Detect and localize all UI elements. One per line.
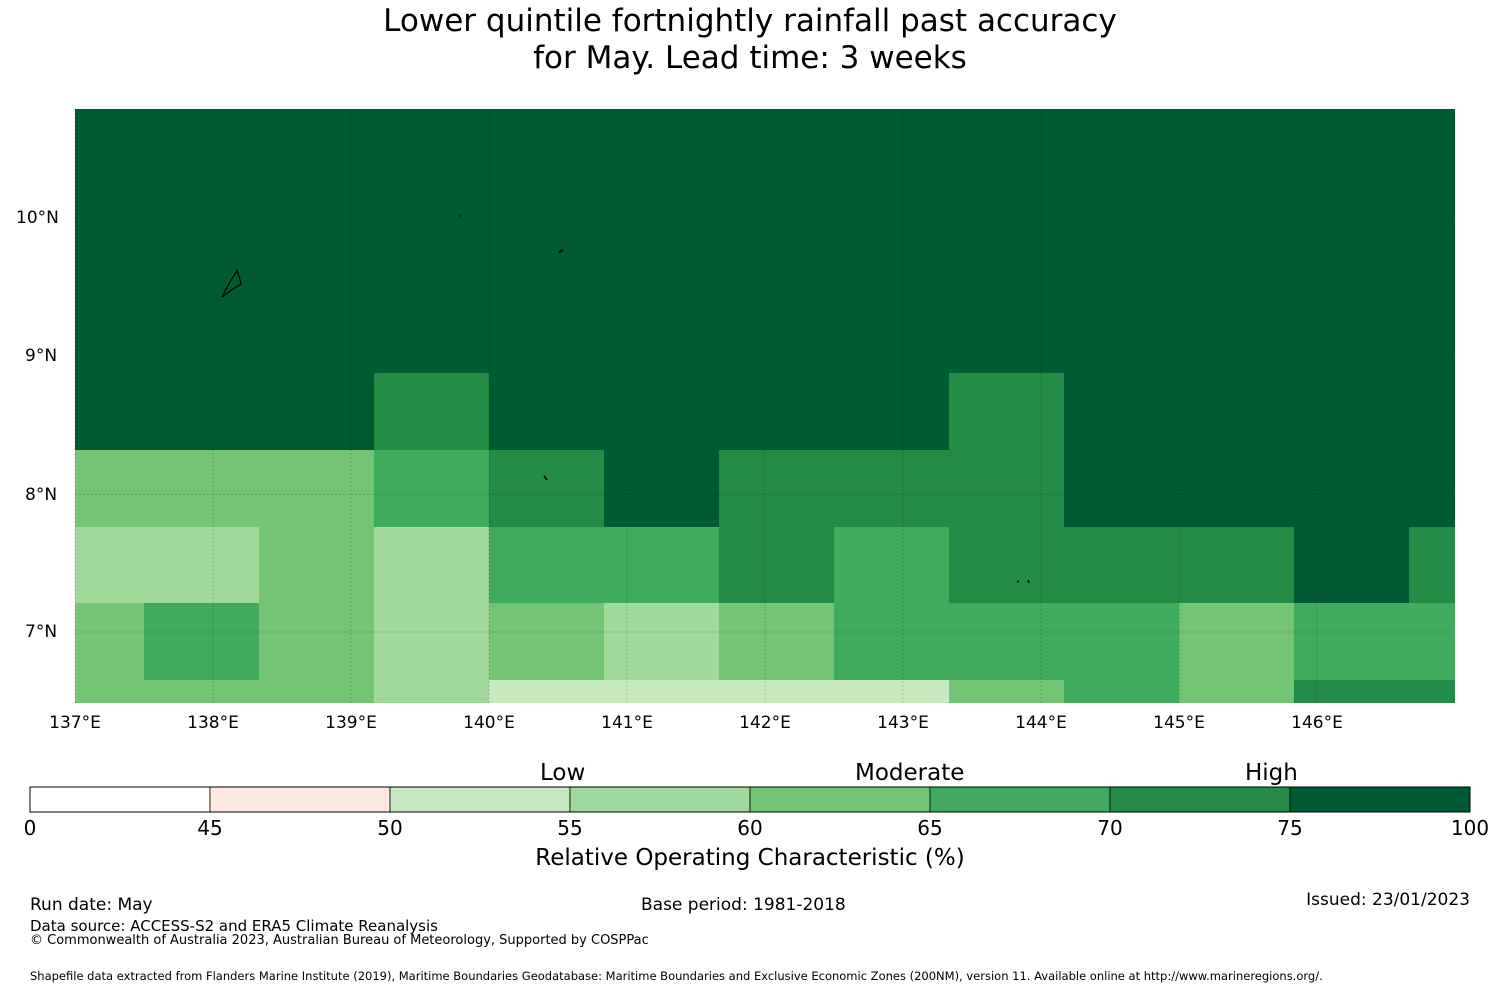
island-outline bbox=[543, 475, 548, 481]
legend-category-high: High bbox=[1245, 760, 1298, 786]
colorbar-swatch bbox=[929, 786, 1111, 813]
colorbar-tick-label: 45 bbox=[197, 816, 223, 840]
map-cell bbox=[374, 603, 489, 680]
lon-label: 142°E bbox=[739, 713, 791, 733]
colorbar-tick-label: 0 bbox=[23, 816, 37, 840]
map-cell bbox=[949, 527, 1294, 603]
map-cell bbox=[374, 680, 489, 703]
lon-label: 140°E bbox=[463, 713, 515, 733]
issued-date: Issued: 23/01/2023 bbox=[1306, 890, 1470, 910]
map-cell bbox=[949, 373, 1064, 450]
map-cell bbox=[489, 450, 604, 527]
colorbar-tick-label: 50 bbox=[377, 816, 403, 840]
map-cells bbox=[75, 109, 1455, 703]
map-gridlines bbox=[74, 109, 1455, 703]
base-period: Base period: 1981-2018 bbox=[641, 895, 846, 915]
map-cell bbox=[75, 680, 374, 703]
map-cell bbox=[1064, 680, 1179, 703]
map-cell bbox=[1064, 373, 1455, 450]
map-cell bbox=[1294, 603, 1455, 680]
lon-label: 143°E bbox=[877, 713, 929, 733]
colorbar bbox=[29, 786, 1471, 813]
lon-label: 146°E bbox=[1291, 713, 1343, 733]
map-cell bbox=[1294, 527, 1409, 603]
lat-label: 7°N bbox=[25, 622, 58, 642]
shapefile-credit: Shapefile data extracted from Flanders M… bbox=[30, 969, 1323, 983]
map-cell bbox=[719, 603, 834, 680]
map-cell bbox=[1179, 603, 1294, 680]
legend-category-low: Low bbox=[540, 760, 586, 786]
lon-label: 137°E bbox=[49, 713, 101, 733]
map-title-line-2: for May. Lead time: 3 weeks bbox=[533, 40, 967, 76]
map-cell bbox=[75, 373, 374, 450]
colorbar-swatch bbox=[569, 786, 751, 813]
map-cell bbox=[489, 527, 719, 603]
lat-label: 8°N bbox=[25, 485, 58, 505]
map-cell bbox=[604, 450, 719, 527]
map-cell bbox=[75, 527, 259, 603]
colorbar-tick-label: 70 bbox=[1097, 816, 1123, 840]
colorbar-swatch bbox=[389, 786, 571, 813]
lon-label: 145°E bbox=[1153, 713, 1205, 733]
island-outline bbox=[221, 268, 242, 298]
legend-category-moderate: Moderate bbox=[855, 760, 965, 786]
colorbar-swatch bbox=[209, 786, 391, 813]
map-cell bbox=[144, 603, 259, 680]
lat-label: 9°N bbox=[25, 346, 58, 366]
map-cell bbox=[604, 603, 719, 680]
map-cell bbox=[719, 527, 834, 603]
map-cell bbox=[1179, 680, 1294, 703]
map-cell bbox=[489, 680, 949, 703]
map-cell bbox=[75, 603, 144, 680]
island-outline bbox=[558, 249, 564, 253]
colorbar-swatch bbox=[29, 786, 211, 813]
colorbar-label: Relative Operating Characteristic (%) bbox=[535, 845, 965, 871]
island-outlines bbox=[221, 215, 1030, 584]
data-source: Data source: ACCESS-S2 and ERA5 Climate … bbox=[30, 917, 438, 935]
lat-label: 10°N bbox=[16, 208, 59, 228]
lon-label: 138°E bbox=[187, 713, 239, 733]
map-cell bbox=[374, 373, 489, 450]
map-cell bbox=[949, 680, 1064, 703]
colorbar-swatch bbox=[1109, 786, 1291, 813]
map-cell bbox=[1064, 450, 1455, 527]
map-cell bbox=[75, 450, 374, 527]
map-cell bbox=[374, 527, 489, 603]
map-cell bbox=[1409, 527, 1455, 603]
lon-label: 141°E bbox=[601, 713, 653, 733]
lon-label: 139°E bbox=[325, 713, 377, 733]
colorbar-swatch bbox=[749, 786, 931, 813]
map-cell bbox=[489, 603, 604, 680]
map-cell bbox=[719, 450, 1064, 527]
colorbar-tick-label: 60 bbox=[737, 816, 763, 840]
copyright: © Commonwealth of Australia 2023, Austra… bbox=[30, 933, 649, 948]
colorbar-tick-label: 65 bbox=[917, 816, 943, 840]
map-cell bbox=[834, 603, 1179, 680]
map-title-line-1: Lower quintile fortnightly rainfall past… bbox=[383, 3, 1117, 39]
colorbar-swatch bbox=[1289, 786, 1471, 813]
colorbar-tick-label: 55 bbox=[557, 816, 583, 840]
map-cell bbox=[374, 450, 489, 527]
island-outline bbox=[1016, 579, 1030, 584]
lon-label: 144°E bbox=[1015, 713, 1067, 733]
map-cell bbox=[259, 527, 374, 603]
map-cell bbox=[259, 603, 374, 680]
colorbar-outline bbox=[29, 786, 1471, 813]
colorbar-tick-label: 75 bbox=[1277, 816, 1303, 840]
run-date: Run date: May bbox=[30, 895, 153, 915]
colorbar-tick-label: 100 bbox=[1450, 816, 1490, 840]
map-cell bbox=[1294, 680, 1455, 703]
map-cell bbox=[489, 373, 949, 450]
map-cell bbox=[834, 527, 949, 603]
